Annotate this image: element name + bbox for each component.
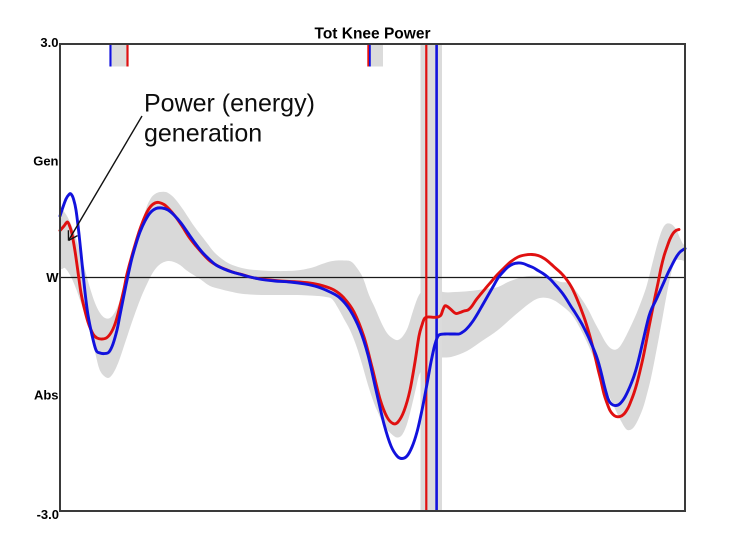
svg-text:Abs: Abs [34, 388, 59, 403]
svg-text:Gen: Gen [33, 154, 58, 169]
svg-text:3.0: 3.0 [40, 35, 58, 50]
svg-text:-3.0: -3.0 [37, 507, 59, 522]
svg-text:generation: generation [144, 120, 262, 148]
svg-text:Tot Knee Power: Tot Knee Power [315, 26, 431, 43]
svg-text:Power (energy): Power (energy) [144, 90, 315, 118]
svg-text:W: W [46, 270, 59, 285]
